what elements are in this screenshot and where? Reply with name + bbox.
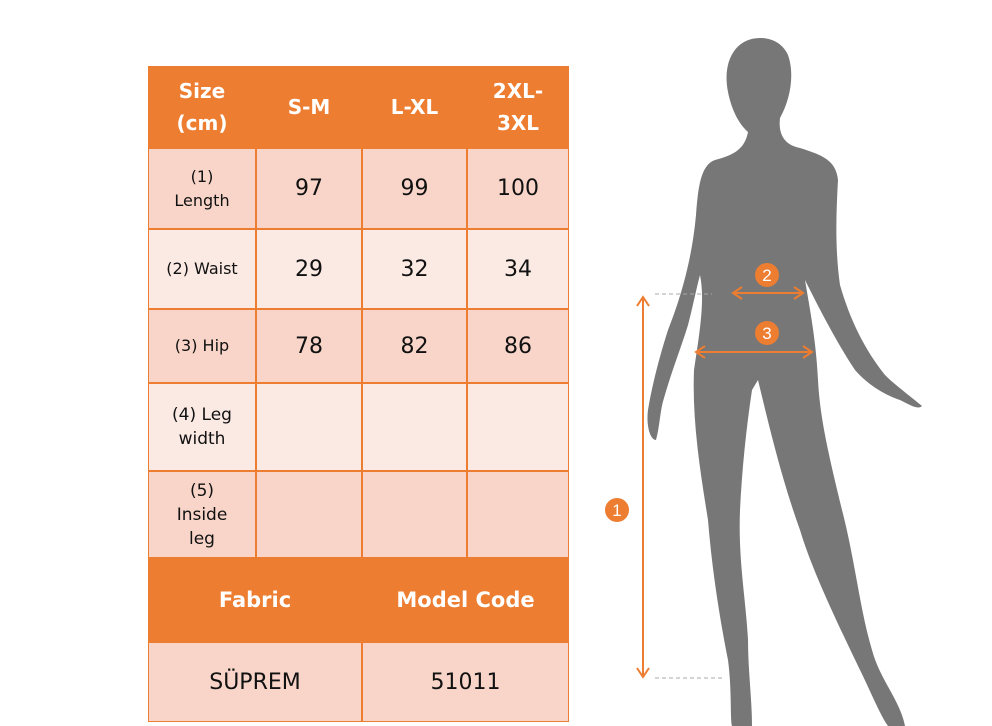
cell-value xyxy=(256,383,362,471)
table-row: (1) Length 97 99 100 xyxy=(148,148,569,229)
table-row: (3) Hip 78 82 86 xyxy=(148,309,569,383)
measurement-arrows xyxy=(636,286,814,679)
cell-value: 82 xyxy=(362,309,467,383)
row-label: (5) Inside leg xyxy=(148,471,256,558)
cell-value: 34 xyxy=(467,229,569,309)
cell-value: 99 xyxy=(362,148,467,229)
cell-value: 29 xyxy=(256,229,362,309)
fabric-value-row: SÜPREM 51011 xyxy=(148,642,569,722)
table-header-row: Size (cm) S-M L-XL 2XL- 3XL xyxy=(148,66,569,148)
fabric-value: SÜPREM xyxy=(148,642,362,722)
model-code-value: 51011 xyxy=(362,642,569,722)
fabric-label: Fabric xyxy=(148,558,362,642)
row-label: (4) Leg width xyxy=(148,383,256,471)
header-size: Size (cm) xyxy=(148,66,256,148)
cell-value: 78 xyxy=(256,309,362,383)
woman-silhouette-icon xyxy=(647,38,922,726)
row-label: (1) Length xyxy=(148,148,256,229)
row-label: (3) Hip xyxy=(148,309,256,383)
header-2xl-3xl: 2XL- 3XL xyxy=(467,66,569,148)
cell-value xyxy=(362,383,467,471)
marker-2-label: 2 xyxy=(762,266,771,285)
table-row: (2) Waist 29 32 34 xyxy=(148,229,569,309)
cell-value: 100 xyxy=(467,148,569,229)
row-label: (2) Waist xyxy=(148,229,256,309)
cell-value: 97 xyxy=(256,148,362,229)
size-chart-table: Size (cm) S-M L-XL 2XL- 3XL (1) Length 9… xyxy=(148,66,569,722)
marker-1-label: 1 xyxy=(612,501,621,520)
cell-value xyxy=(256,471,362,558)
cell-value: 86 xyxy=(467,309,569,383)
marker-3-icon xyxy=(755,321,779,345)
cell-value: 32 xyxy=(362,229,467,309)
cell-value xyxy=(467,471,569,558)
table-row: (5) Inside leg xyxy=(148,471,569,558)
model-code-label: Model Code xyxy=(362,558,569,642)
cell-value xyxy=(362,471,467,558)
measurement-markers xyxy=(605,263,779,522)
marker-3-label: 3 xyxy=(762,324,771,343)
header-l-xl: L-XL xyxy=(362,66,467,148)
cell-value xyxy=(467,383,569,471)
header-s-m: S-M xyxy=(256,66,362,148)
table-row: (4) Leg width xyxy=(148,383,569,471)
fabric-header-row: Fabric Model Code xyxy=(148,558,569,642)
marker-1-icon xyxy=(605,498,629,522)
marker-2-icon xyxy=(755,263,779,287)
